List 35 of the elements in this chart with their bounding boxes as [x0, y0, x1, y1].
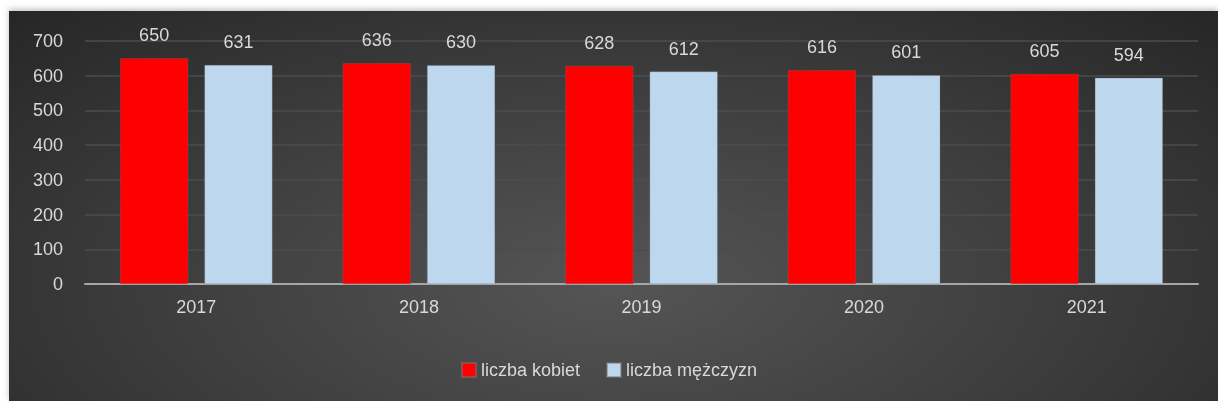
bar [787, 70, 856, 284]
bar [565, 65, 634, 284]
data-label: 594 [1113, 44, 1144, 65]
data-label: 628 [584, 32, 615, 53]
data-label: 636 [361, 30, 392, 51]
y-tick-label: 600 [32, 65, 63, 86]
bar [649, 71, 718, 284]
bar [204, 64, 273, 284]
y-tick-label: 100 [32, 239, 63, 260]
data-label: 631 [223, 31, 254, 52]
y-tick-label: 500 [32, 100, 63, 121]
legend-label: liczba mężczyzn [626, 360, 758, 380]
bar [1010, 73, 1079, 284]
data-label: 605 [1029, 40, 1060, 61]
x-tick-label: 2019 [621, 297, 662, 317]
x-tick-label: 2017 [176, 297, 217, 317]
data-label: 616 [806, 37, 837, 58]
data-label: 601 [891, 42, 922, 63]
y-tick-label: 0 [52, 274, 63, 294]
bar [120, 58, 189, 284]
data-label: 612 [668, 38, 699, 59]
legend-label: liczba kobiet [480, 360, 581, 380]
x-tick-label: 2018 [398, 297, 439, 317]
x-tick-label: 2021 [1066, 297, 1107, 317]
y-tick-label: 400 [32, 135, 63, 156]
x-tick-label: 2020 [844, 297, 885, 317]
bar [1094, 77, 1163, 284]
bar [342, 63, 411, 284]
bar [872, 75, 941, 284]
y-tick-label: 200 [32, 204, 63, 225]
y-tick-label: 700 [32, 31, 63, 51]
bar [427, 65, 496, 284]
data-label: 650 [139, 25, 170, 46]
y-tick-label: 300 [32, 169, 63, 190]
data-label: 630 [446, 32, 477, 53]
